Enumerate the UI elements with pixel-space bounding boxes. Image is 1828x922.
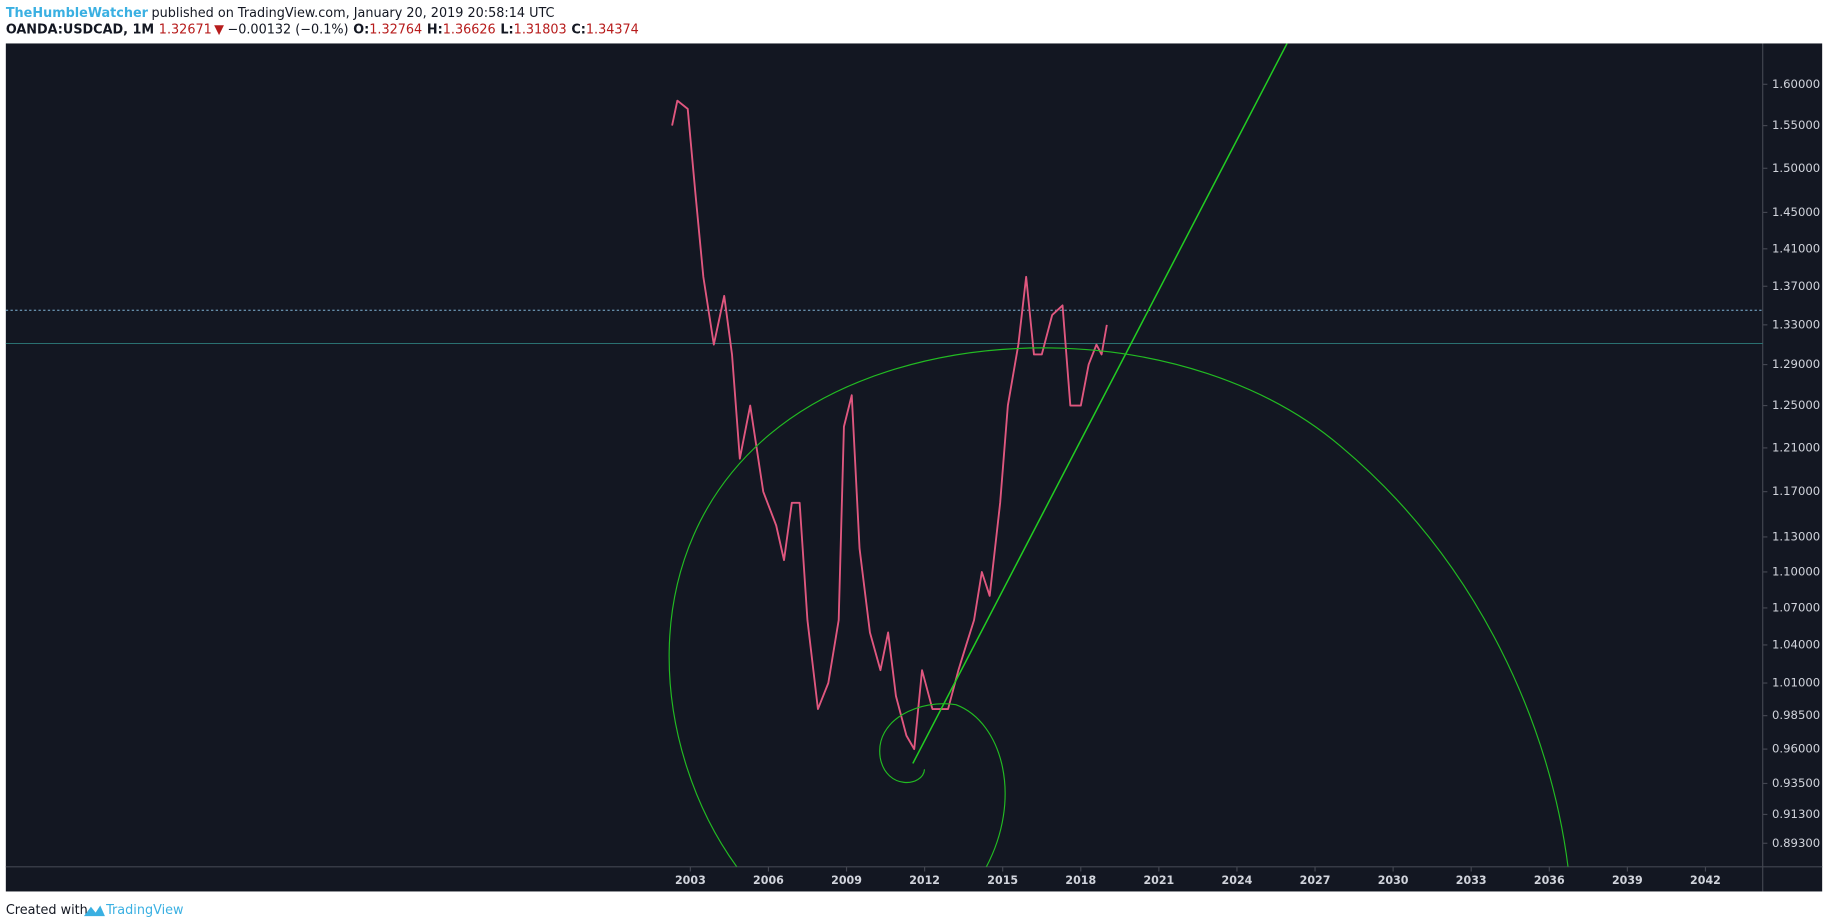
high-label: H:: [427, 22, 443, 37]
open: 1.32764: [369, 22, 422, 37]
low: 1.31803: [514, 22, 567, 37]
logo-icon[interactable]: [83, 905, 105, 917]
x-tick-label: 2018: [1065, 874, 1096, 887]
fib-spiral: [668, 347, 1569, 867]
x-tick-label: 2006: [753, 874, 784, 887]
open-label: O:: [353, 22, 369, 37]
close: 1.34374: [586, 22, 639, 37]
close-label: C:: [571, 22, 586, 37]
y-tick-label: 1.10000: [1772, 564, 1820, 578]
x-tick-label: 2039: [1612, 874, 1643, 887]
change: −0.00132 (−0.1%): [227, 22, 348, 37]
drawings: [668, 43, 1569, 867]
x-tick-label: 2033: [1456, 874, 1487, 887]
symbol: OANDA:USDCAD, 1M: [6, 22, 154, 37]
y-tick-label: 1.17000: [1772, 484, 1820, 498]
y-tick-label: 1.50000: [1772, 161, 1820, 175]
y-tick-label: 1.33000: [1772, 317, 1820, 331]
y-tick-label: 1.25000: [1772, 398, 1820, 412]
x-tick-label: 2027: [1300, 874, 1331, 887]
y-tick-label: 1.41000: [1772, 241, 1820, 255]
y-tick-label: 0.96000: [1772, 742, 1820, 756]
x-tick-label: 2021: [1143, 874, 1174, 887]
fib-spiral-small: [879, 703, 1006, 867]
footer-text: Created with: [6, 903, 88, 918]
y-tick-label: 1.29000: [1772, 357, 1820, 371]
last-price: 1.32671: [159, 22, 212, 37]
x-tick-label: 2042: [1690, 874, 1721, 887]
y-tick-label: 0.89300: [1772, 836, 1820, 850]
y-tick-label: 1.37000: [1772, 279, 1820, 293]
y-tick-label: 1.07000: [1772, 600, 1820, 614]
published: published on TradingView.com, January 20…: [151, 5, 554, 20]
chart-background: [5, 43, 1823, 892]
y-tick-label: 1.13000: [1772, 529, 1820, 543]
y-tick-label: 1.21000: [1772, 440, 1820, 454]
footer: Created with TradingView: [6, 903, 184, 918]
x-tick-label: 2015: [987, 874, 1018, 887]
y-tick-label: 1.01000: [1772, 676, 1820, 690]
x-tick-label: 2024: [1222, 874, 1253, 887]
symbol-legend: OANDA:USDCAD, 1M 1.32671 ▼ −0.00132 (−0.1%)…: [6, 22, 639, 37]
footer-brand[interactable]: TradingView: [105, 903, 183, 918]
x-tick-label: 2036: [1534, 874, 1565, 887]
plot: 1.60000 1.55000 1.50000 1.45000 1.41000 1.370…: [5, 77, 1820, 887]
change-arrow: ▼: [214, 22, 224, 37]
y-tick-label: 1.45000: [1772, 205, 1820, 219]
y-tick-label: 1.55000: [1772, 118, 1820, 132]
author[interactable]: TheHumbleWatcher: [6, 5, 149, 20]
x-tick-label: 2012: [909, 874, 940, 887]
y-tick-label: 1.04000: [1772, 637, 1820, 651]
x-tick-label: 2003: [675, 874, 706, 887]
publish-line: TheHumbleWatcher published on TradingView…: [6, 5, 555, 20]
trend-line: [912, 43, 1288, 764]
y-tick-label: 0.98500: [1772, 708, 1820, 722]
x-tick-label: 2030: [1378, 874, 1409, 887]
high: 1.36626: [443, 22, 496, 37]
low-label: L:: [500, 22, 513, 37]
y-tick-label: 0.91300: [1772, 807, 1820, 821]
y-tick-label: 0.93500: [1772, 776, 1820, 790]
y-tick-label: 1.60000: [1772, 77, 1820, 91]
x-tick-label: 2009: [831, 874, 862, 887]
